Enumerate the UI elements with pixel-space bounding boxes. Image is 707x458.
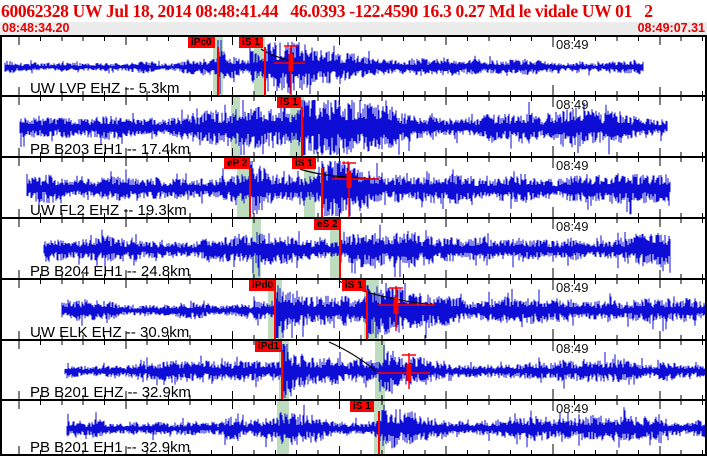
pick-label[interactable]: iS 1 (239, 37, 263, 48)
event-summary-line: 60062328 UW Jul 18, 2014 08:48:41.44 46.… (1, 1, 653, 21)
pick-label[interactable]: iPc0 (188, 37, 215, 48)
trace-panel-4[interactable]: eS 2 PB B204 EH1 -- 24.8km 08:49 (2, 217, 705, 278)
time-ticks (18, 341, 703, 399)
waveform-plot (18, 401, 705, 454)
minute-label: 08:49 (555, 219, 589, 234)
minute-label: 08:49 (555, 280, 589, 295)
trace-panel-3[interactable]: eP 2 iS 1 UW FL2 EHZ -- 19.3km 08:49 (2, 156, 705, 217)
station-label: UW FL2 EHZ -- 19.3km (30, 202, 187, 217)
pick-label[interactable]: iS 1 (277, 97, 301, 108)
waveform-plot (18, 280, 705, 339)
amplitude-measure[interactable] (378, 286, 435, 331)
waveform-plot (18, 219, 703, 278)
pick-label[interactable]: eS 2 (314, 219, 341, 230)
minute-label: 08:49 (555, 37, 589, 52)
trace-panels: iPc0 iS 1 UW LVP EHZ -- 5.3km 08:49 iS 1 PB B… (0, 35, 707, 456)
trace-panel-6[interactable]: iPd1 PB B201 EHZ -- 32.9km 08:49 (2, 339, 705, 399)
trace-panel-2[interactable]: iS 1 PB B203 EH1 -- 17.4km 08:49 (2, 95, 705, 156)
pick-label[interactable]: iS 1 (350, 401, 374, 412)
pick-label[interactable]: iS 1 (292, 158, 316, 169)
time-ticks (18, 97, 703, 156)
trace-panel-7[interactable]: iS 1 PB B201 EH1 -- 32.9km 08:49 (2, 399, 705, 454)
trace-panel-1[interactable]: iPc0 iS 1 UW LVP EHZ -- 5.3km 08:49 (2, 35, 705, 95)
waveform-plot (4, 37, 703, 95)
waveform-plot (18, 341, 705, 399)
seismogram-trace (19, 100, 668, 155)
waveform-plot (18, 158, 703, 217)
seismogram-trace (43, 224, 671, 277)
station-label: PB B203 EH1 -- 17.4km (30, 141, 191, 156)
minute-label: 08:49 (555, 97, 589, 112)
amplitude-measure[interactable] (332, 162, 379, 217)
pick-label[interactable]: eP 2 (224, 158, 251, 169)
event-header: 60062328 UW Jul 18, 2014 08:48:41.44 46.… (0, 0, 707, 35)
trace-panel-5[interactable]: iPd0 iS 1 UW ELK EHZ -- 30.9km 08:49 (2, 278, 705, 339)
window-end-time: 08:49:07.31 (637, 21, 705, 35)
station-label: PB B201 EHZ -- 32.9km (30, 384, 191, 399)
station-label: UW ELK EHZ -- 30.9km (30, 324, 190, 339)
time-ticks (18, 401, 703, 454)
seismogram-trace (66, 404, 705, 449)
time-window-bar: 08:48:34.20 08:49:07.31 (0, 22, 707, 35)
minute-label: 08:49 (555, 401, 589, 416)
pick-label[interactable]: iS 1 (342, 280, 366, 291)
amplitude-measure[interactable] (274, 45, 305, 95)
coda-decay-curve (328, 341, 377, 372)
amplitude-measure[interactable] (377, 353, 430, 389)
minute-label: 08:49 (555, 158, 589, 173)
station-label: UW LVP EHZ -- 5.3km (30, 80, 180, 95)
minute-label: 08:49 (555, 341, 589, 356)
waveform-plot (18, 97, 703, 156)
seismogram-trace (64, 344, 705, 398)
window-start-time: 08:48:34.20 (2, 21, 70, 35)
pick-label[interactable]: iPd0 (249, 280, 277, 291)
time-ticks (18, 158, 703, 217)
seismogram-trace (26, 161, 671, 216)
station-label: PB B201 EH1 -- 32.9km (30, 439, 191, 454)
time-ticks (18, 219, 703, 278)
pick-label[interactable]: iPd1 (255, 341, 283, 352)
station-label: PB B204 EH1 -- 24.8km (30, 263, 191, 278)
